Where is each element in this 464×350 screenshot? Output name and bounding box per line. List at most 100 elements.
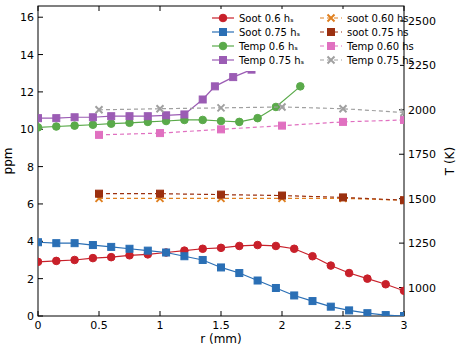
x-axis-label: r (mm) <box>200 332 242 346</box>
y-tick <box>38 203 43 204</box>
point <box>279 122 286 129</box>
point <box>38 258 42 266</box>
point <box>364 310 371 316</box>
y-tick-label: 8 <box>27 161 34 174</box>
point <box>218 191 225 198</box>
point <box>230 74 237 81</box>
legend-marker <box>328 29 335 36</box>
x-tick-label: 1.5 <box>212 319 230 332</box>
point <box>157 105 164 112</box>
series <box>96 116 405 138</box>
point <box>272 284 279 291</box>
y-tick-label: 0 <box>27 310 34 323</box>
point <box>71 114 78 121</box>
y-tick <box>38 166 43 167</box>
y2-tick-label: 1000 <box>408 282 436 295</box>
x-tick-label: 2 <box>279 319 286 332</box>
point <box>217 117 225 125</box>
y-tick-label: 14 <box>20 49 34 62</box>
point <box>211 83 218 90</box>
point <box>236 118 244 126</box>
y2-tick <box>399 154 404 155</box>
legend-marker <box>220 29 227 36</box>
point <box>163 112 170 119</box>
point <box>218 104 225 111</box>
point <box>401 116 405 123</box>
point <box>218 126 225 133</box>
point <box>401 197 405 204</box>
legend-label: Soot 0.6 hₛ <box>239 13 294 24</box>
plot-area <box>38 66 404 316</box>
point <box>340 118 347 125</box>
legend-marker <box>219 14 227 22</box>
x-tick <box>221 311 222 316</box>
x-tick-label: 0.5 <box>90 319 108 332</box>
legend-marker <box>219 42 227 50</box>
point <box>163 249 170 256</box>
x-tick-top <box>404 6 405 11</box>
point <box>340 195 347 202</box>
point <box>199 245 207 253</box>
point <box>53 123 61 131</box>
x-tick-top <box>160 6 161 11</box>
x-tick-top <box>99 6 100 11</box>
point <box>400 287 404 295</box>
x-tick-label: 1 <box>157 319 164 332</box>
y-tick-label: 2 <box>27 273 34 286</box>
series-line <box>38 242 404 316</box>
point <box>272 242 280 250</box>
point <box>382 280 390 288</box>
point <box>96 106 103 113</box>
series-line <box>99 107 404 113</box>
y-axis-label: ppm <box>1 148 15 175</box>
point <box>364 275 372 283</box>
point <box>126 245 133 252</box>
legend-label: Temp 0.75 hₛ <box>238 55 305 66</box>
point <box>38 239 42 246</box>
point <box>144 113 151 120</box>
legend-marker <box>328 15 335 22</box>
series <box>96 190 405 204</box>
point <box>157 130 164 137</box>
point <box>199 256 206 263</box>
point <box>38 115 42 122</box>
legend: Soot 0.6 hₛSoot 0.75 hₛTemp 0.6 hₛTemp 0… <box>206 9 414 71</box>
point <box>157 190 164 197</box>
series <box>38 239 404 316</box>
y-tick-label: 10 <box>20 123 34 136</box>
legend-label: Soot 0.75 hₛ <box>239 27 300 38</box>
legend-marker <box>220 57 227 64</box>
point <box>71 122 79 130</box>
series-line <box>99 120 404 135</box>
y2-tick <box>399 243 404 244</box>
y-tick <box>38 17 43 18</box>
legend-label: soot 0.60 hs <box>347 13 409 24</box>
point <box>340 194 347 201</box>
point <box>199 116 207 124</box>
y2-tick-label: 1750 <box>408 148 436 161</box>
y-tick-label: 12 <box>20 86 34 99</box>
point <box>89 242 96 249</box>
series-line <box>99 194 404 201</box>
y-tick-label: 6 <box>27 198 34 211</box>
legend-label: Temp 0.60 hs <box>346 41 414 52</box>
point <box>181 253 188 260</box>
y-tick <box>38 91 43 92</box>
x-tick <box>282 311 283 316</box>
y2-tick-label: 1250 <box>408 237 436 250</box>
y2-tick-label: 2000 <box>408 104 436 117</box>
legend-label: Temp 0.75 hs <box>346 55 414 66</box>
point <box>96 131 103 138</box>
point <box>401 109 405 116</box>
point <box>236 270 243 277</box>
y-tick <box>38 316 43 317</box>
point <box>327 262 335 270</box>
y2-tick-label: 1500 <box>408 193 436 206</box>
y-tick <box>38 278 43 279</box>
point <box>254 114 262 122</box>
point <box>401 313 405 317</box>
legend-marker <box>328 57 335 64</box>
series <box>38 66 255 122</box>
point <box>236 242 244 250</box>
point <box>217 244 225 252</box>
